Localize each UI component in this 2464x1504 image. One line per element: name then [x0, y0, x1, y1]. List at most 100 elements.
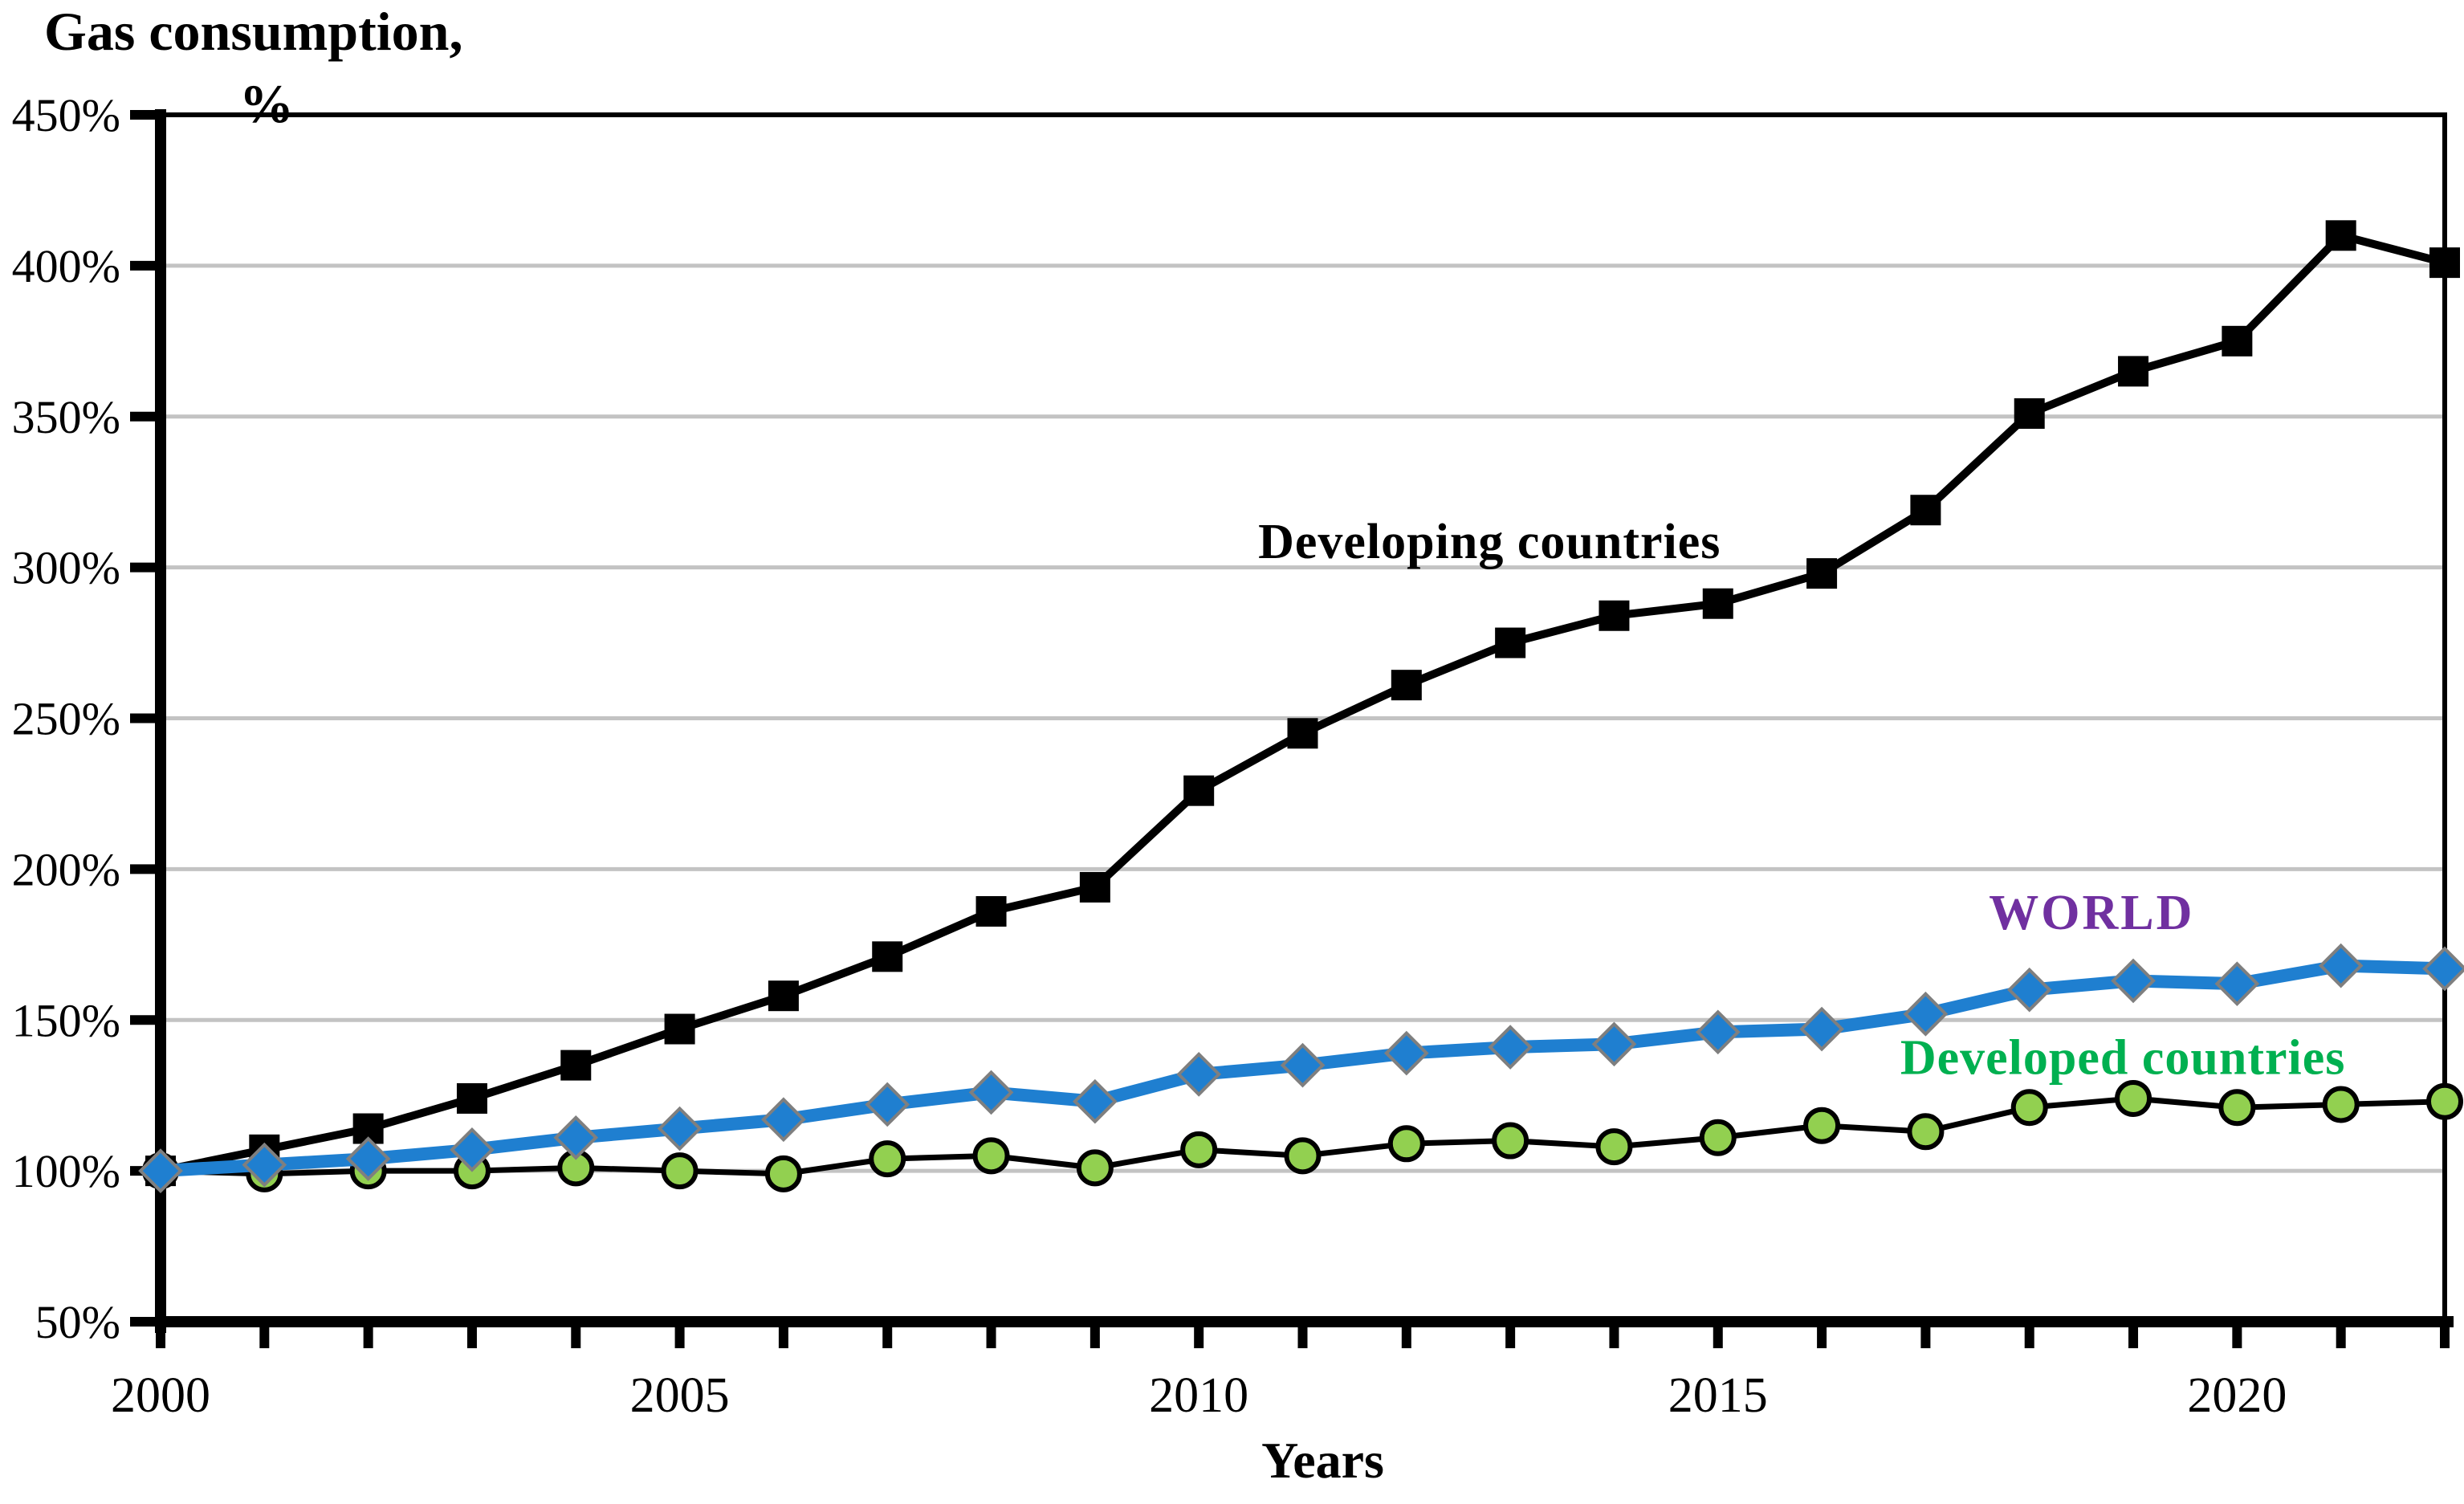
marker-circle-developed-countries-2008	[972, 1137, 1010, 1175]
y-tick-400	[130, 260, 155, 271]
marker-diamond-world-2018	[2006, 967, 2052, 1013]
y-tick-150	[130, 1015, 155, 1025]
x-tick-2014	[1609, 1327, 1619, 1348]
x-tick-2015	[1713, 1327, 1723, 1348]
marker-circle-developed-countries-2016	[1803, 1107, 1841, 1144]
y-tick-label-200: 200%	[12, 843, 120, 895]
x-axis-title: Years	[1261, 1432, 1384, 1489]
x-axis-spine	[155, 1316, 2454, 1327]
marker-diamond-world-2003	[450, 1127, 495, 1172]
marker-square-developing-countries-2020	[2222, 325, 2253, 357]
y-tick-label-400: 400%	[12, 240, 120, 292]
x-tick-2016	[1817, 1327, 1827, 1348]
marker-circle-developed-countries-2019	[2115, 1079, 2152, 1117]
marker-diamond-world-2012	[1383, 1030, 1429, 1076]
marker-square-developing-countries-2022	[2429, 247, 2460, 279]
marker-square-developing-countries-2013	[1495, 627, 1526, 658]
marker-square-developing-countries-2005	[664, 1013, 695, 1045]
y-tick-label-450: 450%	[12, 89, 120, 141]
y-tick-label-300: 300%	[12, 542, 120, 594]
marker-diamond-world-2020	[2214, 961, 2260, 1006]
marker-square-developing-countries-2004	[560, 1050, 592, 1081]
x-tick-label-2010: 2010	[1149, 1368, 1248, 1423]
marker-square-developing-countries-2015	[1702, 588, 1733, 619]
x-tick-2007	[882, 1327, 893, 1348]
y-tick-label-250: 250%	[12, 693, 120, 745]
marker-diamond-world-2015	[1695, 1009, 1741, 1055]
marker-diamond-world-2001	[242, 1142, 287, 1188]
marker-diamond-world-2021	[2318, 943, 2364, 988]
x-tick-2006	[778, 1327, 788, 1348]
y-axis-spine	[155, 109, 166, 1333]
marker-diamond-world-2009	[1073, 1078, 1118, 1124]
marker-circle-developed-countries-2021	[2322, 1086, 2360, 1123]
marker-square-developing-countries-2007	[872, 941, 903, 972]
x-tick-2009	[1089, 1327, 1100, 1348]
x-tick-label-2000: 2000	[111, 1368, 210, 1423]
x-tick-2020	[2232, 1327, 2242, 1348]
y-tick-label-350: 350%	[12, 391, 120, 443]
marker-square-developing-countries-2008	[975, 895, 1007, 927]
marker-square-developing-countries-2009	[1079, 871, 1110, 903]
x-tick-2013	[1505, 1327, 1516, 1348]
marker-square-developing-countries-2006	[768, 980, 799, 1012]
x-tick-2019	[2128, 1327, 2139, 1348]
marker-square-developing-countries-2011	[1287, 718, 1318, 749]
marker-diamond-world-2000	[138, 1148, 183, 1193]
x-tick-2004	[571, 1327, 581, 1348]
marker-circle-developed-countries-2013	[1492, 1122, 1529, 1160]
marker-circle-developed-countries-2010	[1180, 1131, 1218, 1168]
y-tick-label-150: 150%	[12, 994, 120, 1046]
marker-circle-developed-countries-2020	[2218, 1089, 2256, 1127]
y-tick-200	[130, 864, 155, 874]
x-tick-2012	[1401, 1327, 1411, 1348]
marker-circle-developed-countries-2017	[1907, 1113, 1945, 1151]
y-tick-50	[130, 1317, 155, 1327]
marker-circle-developed-countries-2014	[1595, 1128, 1633, 1166]
marker-diamond-world-2022	[2422, 946, 2464, 992]
marker-circle-developed-countries-2022	[2426, 1082, 2463, 1120]
x-tick-2001	[259, 1327, 270, 1348]
marker-diamond-world-2007	[865, 1082, 910, 1127]
x-tick-2011	[1297, 1327, 1308, 1348]
marker-square-developing-countries-2003	[456, 1082, 487, 1114]
marker-diamond-world-2008	[968, 1070, 1014, 1115]
marker-square-developing-countries-2012	[1391, 670, 1422, 701]
x-tick-2002	[363, 1327, 373, 1348]
y-tick-450	[130, 110, 155, 120]
marker-diamond-world-2019	[2111, 958, 2156, 1004]
x-tick-2003	[466, 1327, 477, 1348]
x-tick-label-2020: 2020	[2187, 1368, 2287, 1423]
marker-circle-developed-countries-2012	[1387, 1125, 1425, 1163]
x-tick-2000	[156, 1327, 165, 1348]
x-tick-label-2015: 2015	[1668, 1368, 1768, 1423]
marker-diamond-world-2005	[657, 1106, 703, 1151]
x-tick-2017	[1920, 1327, 1931, 1348]
marker-circle-developed-countries-2011	[1284, 1137, 1322, 1175]
series-label-developing-countries: Developing countries	[1258, 515, 1721, 569]
x-tick-2005	[674, 1327, 685, 1348]
marker-diamond-world-2006	[761, 1097, 806, 1143]
chart-title-line1: Gas consumption,	[44, 1, 462, 62]
marker-circle-developed-countries-2009	[1076, 1149, 1114, 1187]
marker-diamond-world-2013	[1488, 1025, 1533, 1070]
marker-diamond-world-2011	[1280, 1042, 1326, 1088]
marker-square-developing-countries-2021	[2325, 220, 2356, 251]
x-tick-2021	[2336, 1327, 2346, 1348]
y-tick-label-100: 100%	[12, 1145, 120, 1197]
marker-circle-developed-countries-2018	[2010, 1089, 2048, 1127]
marker-diamond-world-2002	[345, 1136, 391, 1181]
marker-circle-developed-countries-2007	[869, 1140, 906, 1178]
marker-circle-developed-countries-2006	[764, 1155, 802, 1192]
marker-circle-developed-countries-2015	[1699, 1119, 1737, 1156]
marker-diamond-world-2017	[1903, 991, 1949, 1037]
x-tick-2008	[986, 1327, 996, 1348]
marker-square-developing-countries-2014	[1599, 600, 1630, 631]
marker-circle-developed-countries-2005	[661, 1152, 698, 1190]
marker-diamond-world-2016	[1799, 1006, 1844, 1052]
x-tick-2018	[2024, 1327, 2034, 1348]
marker-diamond-world-2014	[1591, 1021, 1637, 1067]
marker-square-developing-countries-2017	[1910, 495, 1941, 526]
